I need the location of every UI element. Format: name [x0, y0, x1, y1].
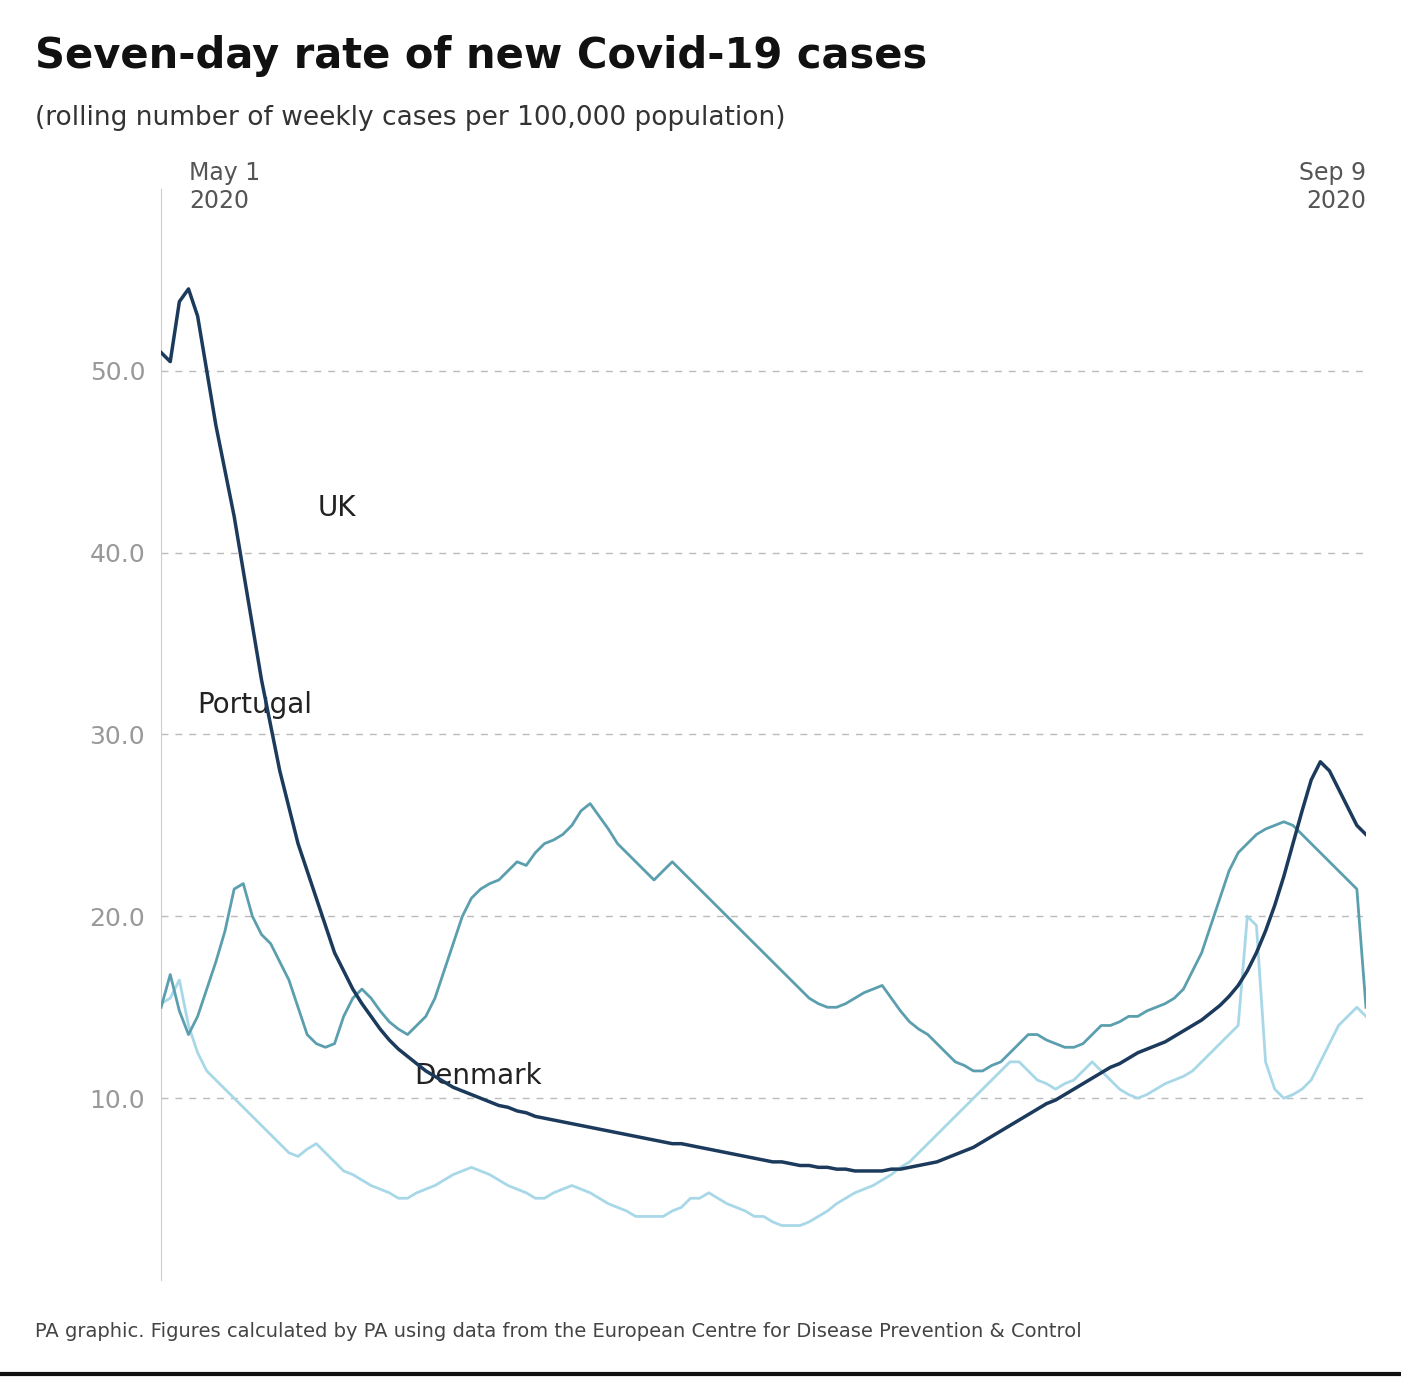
Text: 2020: 2020	[1306, 189, 1366, 213]
Text: May 1: May 1	[189, 161, 261, 185]
Text: Sep 9: Sep 9	[1299, 161, 1366, 185]
Text: 2020: 2020	[189, 189, 249, 213]
Text: Denmark: Denmark	[415, 1062, 542, 1090]
Text: Portugal: Portugal	[198, 691, 312, 719]
Text: Seven-day rate of new Covid-19 cases: Seven-day rate of new Covid-19 cases	[35, 35, 927, 77]
Text: PA graphic. Figures calculated by PA using data from the European Centre for Dis: PA graphic. Figures calculated by PA usi…	[35, 1322, 1082, 1342]
Text: UK: UK	[318, 494, 356, 522]
Text: (rolling number of weekly cases per 100,000 population): (rolling number of weekly cases per 100,…	[35, 105, 786, 132]
